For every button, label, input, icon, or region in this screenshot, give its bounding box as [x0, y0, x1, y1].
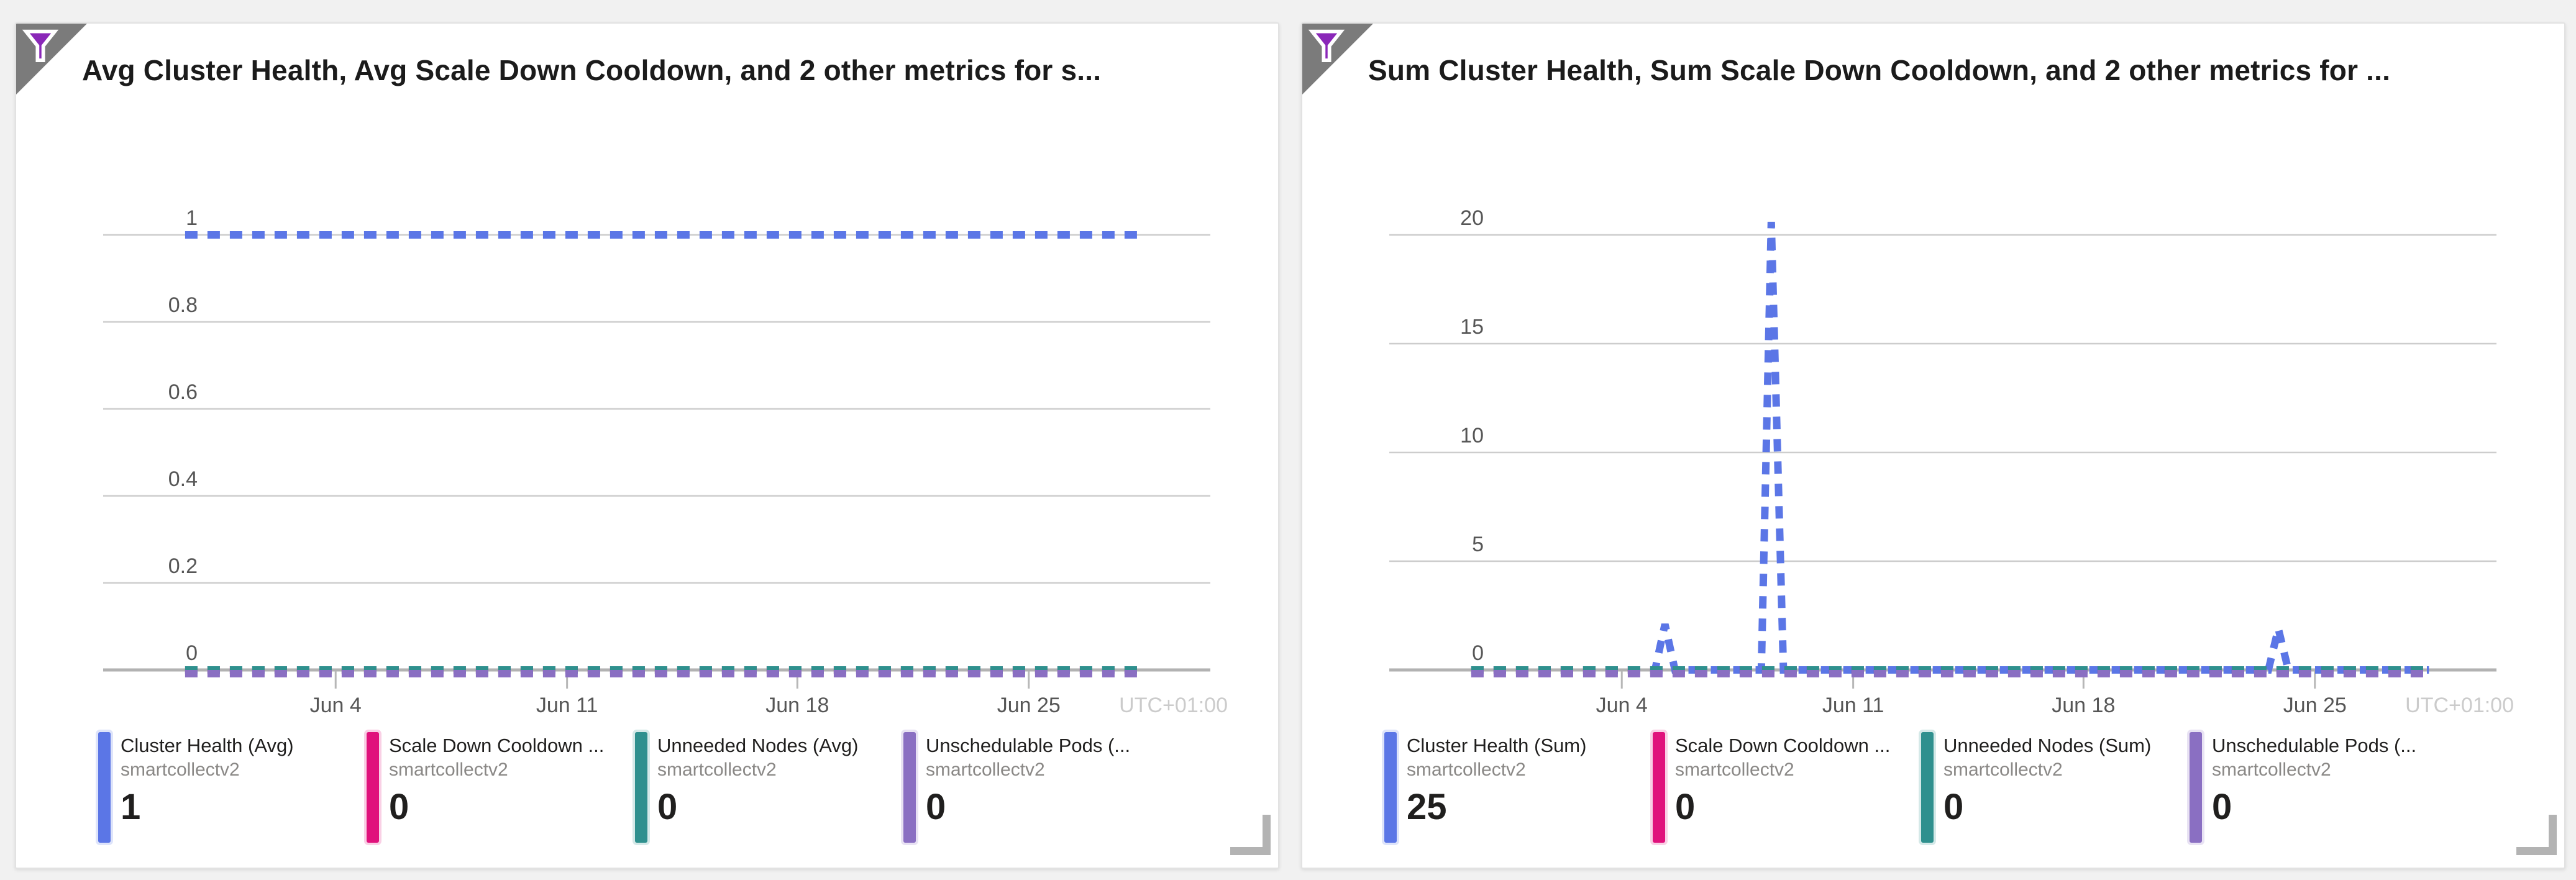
legend-metric-value: 0 [657, 787, 678, 827]
legend-item[interactable]: Cluster Health (Sum) smartcollectv2 25 [1384, 732, 1653, 843]
timezone-label: UTC+01:00 [2405, 694, 2514, 717]
x-axis-tick-label: Jun 4 [309, 694, 362, 717]
legend-resource-name: smartcollectv2 [121, 759, 240, 780]
legend-color-bar [1384, 732, 1397, 843]
legend-metric-name: Unneeded Nodes (Avg) [657, 735, 859, 756]
y-axis-tick-label: 0.8 [168, 293, 198, 317]
filter-funnel-icon [1309, 29, 1345, 62]
legend-text-block: Scale Down Cooldown ... smartcollectv2 0 [1675, 732, 1890, 843]
legend-color-bar [635, 732, 647, 843]
legend-resource-name: smartcollectv2 [389, 759, 508, 780]
legend-item[interactable]: Unneeded Nodes (Sum) smartcollectv2 0 [1921, 732, 2190, 843]
legend-metric-name: Cluster Health (Avg) [121, 735, 294, 756]
y-axis-tick-label: 0 [1472, 641, 1484, 665]
y-axis-tick-label: 10 [1460, 424, 1484, 447]
legend-text-block: Cluster Health (Avg) smartcollectv2 1 [121, 732, 294, 843]
legend-item[interactable]: Unneeded Nodes (Avg) smartcollectv2 0 [635, 732, 903, 843]
resize-handle-icon[interactable] [2516, 815, 2557, 855]
plot-canvas[interactable] [103, 198, 1210, 695]
chart-legend: Cluster Health (Avg) smartcollectv2 1 Scale… [98, 732, 1217, 843]
resize-handle-icon[interactable] [1230, 815, 1271, 855]
legend-metric-name: Scale Down Cooldown ... [389, 735, 605, 756]
metric-chart-tile-sum[interactable]: Sum Cluster Health, Sum Scale Down Coold… [1301, 22, 2565, 869]
legend-metric-name: Cluster Health (Sum) [1407, 735, 1587, 756]
legend-text-block: Cluster Health (Sum) smartcollectv2 25 [1407, 732, 1586, 843]
legend-resource-name: smartcollectv2 [2212, 759, 2331, 780]
legend-text-block: Unschedulable Pods (... smartcollectv2 0 [926, 732, 1130, 843]
x-axis-tick-label: Jun 11 [536, 694, 598, 717]
legend-text-block: Scale Down Cooldown ... smartcollectv2 0 [389, 732, 604, 843]
legend-color-bar [367, 732, 379, 843]
filter-badge[interactable] [16, 24, 87, 94]
timezone-label: UTC+01:00 [1119, 694, 1228, 717]
legend-item[interactable]: Unschedulable Pods (... smartcollectv2 0 [2190, 732, 2458, 843]
legend-resource-name: smartcollectv2 [926, 759, 1045, 780]
x-axis-tick-label: Jun 25 [997, 694, 1061, 717]
legend-metric-value: 0 [389, 787, 409, 827]
y-axis-tick-label: 0.6 [168, 380, 198, 404]
legend-metric-value: 25 [1407, 787, 1447, 827]
legend-metric-name: Unneeded Nodes (Sum) [1943, 735, 2152, 756]
x-axis-tick-label: Jun 25 [2283, 694, 2347, 717]
legend-metric-name: Unschedulable Pods (... [926, 735, 1131, 756]
legend-resource-name: smartcollectv2 [1943, 759, 2063, 780]
legend-metric-value: 0 [1675, 787, 1696, 827]
plot-area[interactable]: 20 15 10 5 0 [1389, 198, 2496, 695]
legend-color-bar [2190, 732, 2202, 843]
legend-item[interactable]: Scale Down Cooldown ... smartcollectv2 0 [367, 732, 635, 843]
x-axis-tick-label: Jun 4 [1596, 694, 1648, 717]
chart-title: Sum Cluster Health, Sum Scale Down Coold… [1368, 54, 2391, 86]
legend-text-block: Unneeded Nodes (Sum) smartcollectv2 0 [1943, 732, 2151, 843]
legend-metric-value: 0 [2212, 787, 2232, 827]
legend-item[interactable]: Scale Down Cooldown ... smartcollectv2 0 [1653, 732, 1921, 843]
legend-metric-value: 0 [926, 787, 946, 827]
legend-color-bar [1653, 732, 1665, 843]
chart-title: Avg Cluster Health, Avg Scale Down Coold… [82, 54, 1102, 86]
y-axis-tick-label: 0.2 [168, 554, 198, 578]
legend-color-bar [903, 732, 916, 843]
legend-item[interactable]: Cluster Health (Avg) smartcollectv2 1 [98, 732, 367, 843]
x-axis-tick-label: Jun 11 [1822, 694, 1884, 717]
legend-color-bar [1921, 732, 1934, 843]
x-axis-tick-label: Jun 18 [765, 694, 829, 717]
series-line-cluster-health-sum- [1471, 221, 2429, 674]
legend-resource-name: smartcollectv2 [657, 759, 777, 780]
plot-canvas[interactable] [1389, 198, 2496, 695]
filter-funnel-icon [22, 29, 58, 62]
legend-text-block: Unneeded Nodes (Avg) smartcollectv2 0 [657, 732, 858, 843]
legend-text-block: Unschedulable Pods (... smartcollectv2 0 [2212, 732, 2416, 843]
y-axis-tick-label: 0 [186, 641, 198, 665]
metric-chart-tile-avg[interactable]: Avg Cluster Health, Avg Scale Down Coold… [15, 22, 1279, 869]
legend-resource-name: smartcollectv2 [1675, 759, 1794, 780]
legend-item[interactable]: Unschedulable Pods (... smartcollectv2 0 [903, 732, 1172, 843]
legend-metric-value: 0 [1943, 787, 1964, 827]
filter-badge[interactable] [1302, 24, 1373, 94]
y-axis-tick-label: 20 [1460, 206, 1484, 230]
legend-resource-name: smartcollectv2 [1407, 759, 1526, 780]
x-axis-tick-label: Jun 18 [2052, 694, 2116, 717]
y-axis-tick-label: 0.4 [168, 467, 198, 491]
chart-legend: Cluster Health (Sum) smartcollectv2 25 Scal… [1384, 732, 2503, 843]
x-axis: UTC+01:00 Jun 4 Jun 11 Jun 18 Jun 25 [103, 694, 1228, 731]
y-axis-tick-label: 15 [1460, 315, 1484, 339]
y-axis-tick-label: 5 [1472, 533, 1484, 556]
legend-color-bar [98, 732, 111, 843]
plot-area[interactable]: 1 0.8 0.6 0.4 0.2 0 [103, 198, 1210, 695]
legend-metric-name: Unschedulable Pods (... [2212, 735, 2417, 756]
legend-metric-value: 1 [121, 787, 141, 827]
legend-metric-name: Scale Down Cooldown ... [1675, 735, 1891, 756]
x-axis: UTC+01:00 Jun 4 Jun 11 Jun 18 Jun 25 [1389, 694, 2514, 731]
y-axis-tick-label: 1 [186, 206, 198, 230]
